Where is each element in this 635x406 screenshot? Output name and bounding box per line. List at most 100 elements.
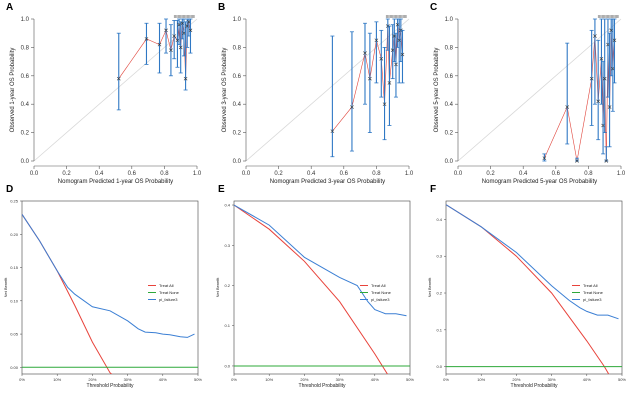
legend-label: pi_failure3 bbox=[159, 297, 178, 302]
x-tick-label: 0.8 bbox=[160, 171, 169, 177]
panel-letter-a: A bbox=[6, 2, 13, 13]
x-tick-label: 30% bbox=[548, 377, 556, 382]
series-line-treat-all bbox=[234, 204, 388, 374]
point-marker bbox=[609, 28, 614, 33]
calibration-point bbox=[164, 18, 169, 54]
point-marker bbox=[589, 76, 594, 81]
point-marker bbox=[185, 24, 190, 28]
x-tick-label: 1.0 bbox=[405, 171, 414, 177]
y-tick-label: 0.6 bbox=[445, 74, 454, 80]
x-tick-label: 40% bbox=[371, 377, 379, 382]
y-tick-label: 0.2 bbox=[436, 291, 442, 296]
calibration-point bbox=[542, 153, 547, 162]
x-tick-label: 0.2 bbox=[486, 171, 495, 177]
point-marker bbox=[611, 66, 615, 71]
prediction-rug bbox=[597, 15, 619, 18]
calibration-point bbox=[612, 18, 617, 84]
x-tick-label: 0.6 bbox=[340, 171, 349, 177]
x-tick-label: 20% bbox=[88, 377, 96, 382]
legend-label: Treat None bbox=[371, 290, 392, 295]
point-marker bbox=[542, 156, 547, 160]
point-marker bbox=[188, 28, 193, 33]
panel-letter-d: D bbox=[6, 184, 13, 195]
point-marker bbox=[116, 76, 121, 81]
y-tick-label: 0.6 bbox=[233, 74, 242, 80]
y-tick-label: 0.0 bbox=[233, 159, 242, 165]
x-tick-label: 20% bbox=[300, 377, 308, 382]
y-axis-label: Net Benefit bbox=[3, 277, 8, 298]
y-tick-label: 0.10 bbox=[10, 298, 19, 303]
point-marker bbox=[330, 129, 335, 133]
calibration-point bbox=[374, 21, 379, 84]
y-tick-label: 0.2 bbox=[445, 131, 454, 137]
y-axis-label: Net Benefit bbox=[215, 277, 220, 298]
legend-label: Treat All bbox=[583, 283, 598, 288]
panel-letter-c: C bbox=[430, 2, 437, 13]
legend-label: Treat None bbox=[583, 290, 604, 295]
y-tick-label: 0.05 bbox=[10, 332, 19, 337]
point-marker bbox=[601, 123, 605, 128]
calibration-point bbox=[592, 18, 597, 105]
point-marker bbox=[575, 159, 579, 163]
y-tick-label: 0.15 bbox=[10, 265, 19, 270]
point-marker bbox=[374, 38, 379, 43]
y-tick-label: 0.8 bbox=[445, 45, 454, 51]
x-tick-label: 0.2 bbox=[274, 171, 283, 177]
chart-panel-b: B 0.0 0.2 0.4 0.6 0.8 1.0 0.0 0.2 0.4 0.6 0.8 1.0 Nom… bbox=[212, 0, 424, 190]
plot-frame bbox=[21, 200, 199, 375]
calibration-point bbox=[116, 32, 121, 111]
y-tick-label: 0.8 bbox=[21, 45, 30, 51]
point-marker bbox=[180, 21, 185, 26]
calibration-line bbox=[332, 24, 403, 132]
point-marker bbox=[350, 105, 354, 109]
series-line-pi-failure3 bbox=[22, 214, 195, 338]
y-tick-label: 0.4 bbox=[233, 102, 242, 108]
point-marker bbox=[599, 56, 604, 61]
point-marker bbox=[390, 48, 395, 53]
point-marker bbox=[144, 37, 149, 41]
y-tick-label: 0.3 bbox=[224, 243, 230, 248]
x-axis-label: Threshold Probability bbox=[87, 383, 134, 389]
calibration-point bbox=[565, 42, 570, 145]
point-marker bbox=[172, 34, 176, 38]
point-marker bbox=[607, 105, 612, 109]
calibration-chart-b: B 0.0 0.2 0.4 0.6 0.8 1.0 0.0 0.2 0.4 0.6 0.8 1.0 Nom… bbox=[218, 2, 414, 185]
point-marker bbox=[177, 22, 181, 27]
y-tick-label: 0.2 bbox=[224, 283, 230, 288]
point-marker bbox=[182, 31, 186, 36]
calibration-point bbox=[589, 29, 594, 126]
y-tick-label: 1.0 bbox=[21, 17, 30, 23]
decision-curve-chart-e: E 0% 10% 20% 30% 40% 50% 0.0 0.1 0.2 0.3 0.4 Thresho… bbox=[215, 184, 414, 389]
point-marker bbox=[175, 38, 180, 43]
point-marker bbox=[363, 51, 367, 55]
legend-label: Treat All bbox=[159, 283, 174, 288]
legend-label: pi_failure3 bbox=[371, 297, 390, 302]
x-tick-label: 50% bbox=[618, 377, 626, 382]
x-tick-label: 1.0 bbox=[617, 171, 626, 177]
x-tick-label: 0.0 bbox=[242, 171, 251, 177]
point-marker bbox=[382, 102, 387, 107]
point-marker bbox=[183, 76, 188, 81]
point-marker bbox=[397, 38, 402, 43]
y-tick-label: 0.1 bbox=[436, 327, 442, 332]
y-tick-label: 1.0 bbox=[445, 17, 454, 23]
legend-label: Treat All bbox=[371, 283, 386, 288]
y-tick-label: 0.0 bbox=[21, 159, 30, 165]
y-tick-label: 0.6 bbox=[21, 74, 30, 80]
panel-letter-f: F bbox=[430, 184, 436, 195]
y-tick-label: 0.0 bbox=[224, 363, 230, 368]
y-tick-label: 0.1 bbox=[224, 323, 230, 328]
ideal-diagonal bbox=[33, 18, 198, 162]
x-axis-label: Threshold Probability bbox=[511, 383, 558, 389]
y-axis-label: Observed 1-year OS Probability bbox=[10, 48, 16, 133]
series-line-pi-failure3 bbox=[446, 204, 619, 320]
calibration-point bbox=[349, 31, 354, 152]
x-axis-label: Nomogram Predicted 1-year OS Probability bbox=[58, 179, 173, 185]
y-tick-label: 0.4 bbox=[436, 217, 442, 222]
y-tick-label: 0.8 bbox=[233, 45, 242, 51]
y-tick-label: 0.0 bbox=[436, 364, 442, 369]
y-tick-label: 1.0 bbox=[233, 17, 242, 23]
y-tick-label: 0.2 bbox=[233, 131, 242, 137]
prediction-rug bbox=[385, 15, 407, 18]
calibration-point bbox=[574, 157, 579, 163]
